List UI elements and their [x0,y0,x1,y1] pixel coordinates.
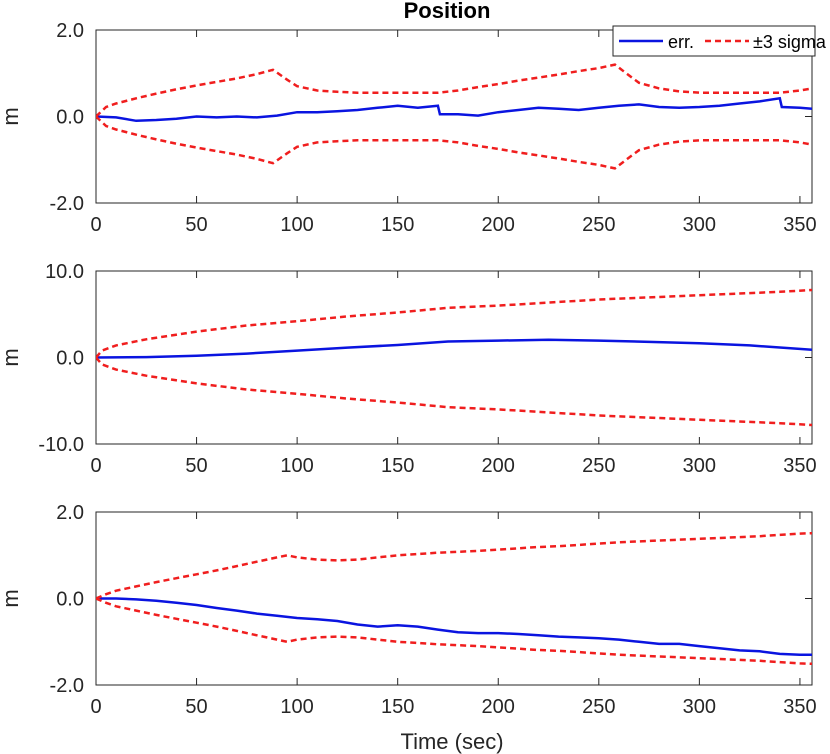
series-plus-3sigma-line [96,63,812,118]
series-plus-3sigma-line [96,531,812,600]
x-tick-label: 0 [90,696,101,718]
x-tick-label: 200 [482,696,515,718]
x-tick-label: 300 [683,214,716,236]
x-tick-label: 150 [381,214,414,236]
y-tick-label: -2.0 [50,193,84,215]
x-tick-label: 300 [683,455,716,477]
x-tick-label: 250 [582,696,615,718]
x-tick-label: 100 [280,214,313,236]
series-err-line [96,338,812,359]
y-tick-label: 2.0 [56,502,84,524]
y-tick-label: 10.0 [45,261,84,283]
series-minus-3sigma-line [96,597,812,666]
x-tick-label: 0 [90,214,101,236]
x-tick-label: 350 [783,214,816,236]
series-minus-3sigma-line [96,115,812,170]
axes-box [95,270,813,445]
y-tick-label: -2.0 [50,675,84,697]
x-tick-label: 150 [381,696,414,718]
x-tick-label: 200 [482,214,515,236]
x-tick-label: 200 [482,455,515,477]
subplot-1: 0 50 100 150 200 250 300 350 2.0 0.0 -2.0 m [0,20,817,236]
x-tick-label: 150 [381,455,414,477]
series-minus-3sigma-line [96,356,812,427]
legend: err. ±3 sigma [612,25,827,57]
y-tick-label: 0.0 [56,107,84,129]
series-plus-3sigma-line [96,288,812,359]
y-axis-label: m [0,348,23,366]
x-tick-label: 250 [582,455,615,477]
y-axis-label: m [0,589,23,607]
series-err-line [96,96,812,123]
y-tick-label: 0.0 [56,589,84,611]
legend-sigma-label: ±3 sigma [753,32,827,52]
y-tick-label: 0.0 [56,348,84,370]
subplot-2: 0 50 100 150 200 250 300 350 10.0 0.0 -10.0 m [0,261,817,477]
x-tick-label: 100 [280,455,313,477]
subplots: 0 50 100 150 200 250 300 350 2.0 0.0 -2.0 m 0 50 100 15… [0,20,817,718]
x-tick-label: 350 [783,455,816,477]
x-tick-label: 0 [90,455,101,477]
legend-err-label: err. [668,32,694,52]
chart-title: Position [404,0,491,23]
y-tick-label: -10.0 [38,434,84,456]
x-tick-label: 50 [185,214,207,236]
x-tick-label: 350 [783,696,816,718]
series-err-line [96,597,812,656]
x-tick-label: 50 [185,455,207,477]
subplot-3: 0 50 100 150 200 250 300 350 2.0 0.0 -2.0 m [0,502,817,718]
x-axis-label: Time (sec) [400,729,503,754]
axes-box [95,511,813,686]
y-tick-label: 2.0 [56,20,84,42]
y-axis-label: m [0,107,23,125]
x-tick-label: 300 [683,696,716,718]
x-tick-label: 100 [280,696,313,718]
x-tick-label: 250 [582,214,615,236]
x-tick-label: 50 [185,696,207,718]
